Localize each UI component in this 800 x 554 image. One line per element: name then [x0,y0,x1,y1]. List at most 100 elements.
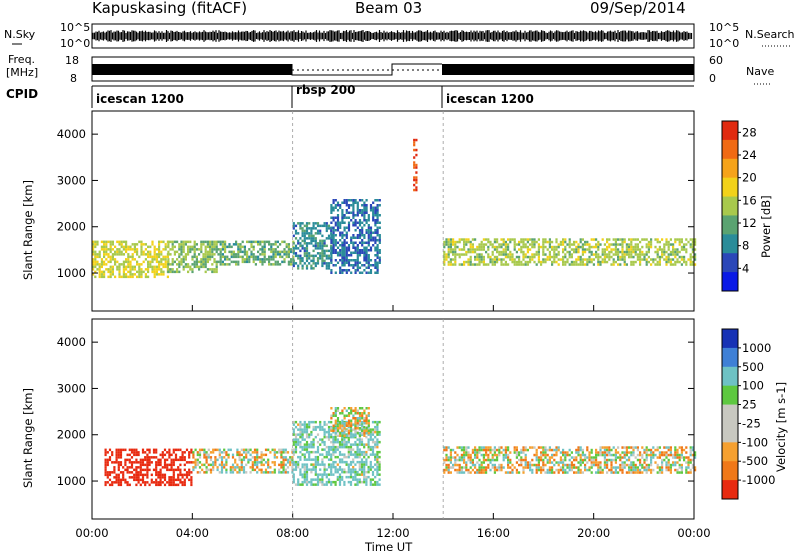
velocity-cell [111,461,114,464]
velocity-cell [535,451,538,454]
velocity-cell [104,468,107,472]
power-cell [248,255,251,259]
velocity-cell [323,448,326,451]
velocity-cell [349,448,353,451]
velocity-cell [630,466,633,469]
power-cell [474,255,477,259]
velocity-cell [557,461,560,464]
power-cell [581,238,584,241]
velocity-cell [352,409,355,412]
power-cell [138,273,141,276]
power-cell [204,260,207,264]
power-cell [553,245,556,249]
power-cell [303,239,306,243]
power-cell [341,244,344,247]
velocity-cell [691,463,694,467]
velocity-cell [314,478,317,481]
velocity-cell [449,461,452,464]
power-cell [374,241,377,244]
power-cell [656,263,659,266]
velocity-cell [181,456,184,459]
power-cell [325,229,328,233]
power-cell [332,226,335,229]
velocity-cell [260,451,263,454]
power-cell [211,240,214,244]
power-cell [687,240,690,244]
velocity-cell [376,455,379,459]
power-cell [162,240,165,244]
power-cell [347,226,351,229]
velocity-cell [321,463,324,466]
velocity-cell [166,463,169,467]
power-cell [142,270,145,274]
velocity-cell [535,453,538,457]
velocity-cell [621,466,624,469]
velocity-cell [533,463,536,467]
power-cell [343,246,346,249]
power-cell [513,238,516,241]
velocity-cell [628,466,631,469]
power-cell [504,263,507,266]
velocity-cell [371,445,375,449]
power-cell [465,253,468,256]
velocity-cell [685,451,688,454]
velocity-cell [358,434,362,437]
velocity-cell [509,451,512,454]
power-cell [531,258,534,261]
power-cell [634,243,637,246]
velocity-cell [190,483,193,487]
power-cell [213,243,216,246]
velocity-cell [126,466,129,469]
power-cell [151,243,154,246]
power-cell [268,255,271,259]
power-cell [515,243,518,246]
velocity-cell [489,451,492,454]
power-cell [116,250,119,254]
power-cell [215,268,218,271]
power-cell [283,250,286,254]
velocity-cell [647,466,650,469]
power-cell [162,255,165,259]
power-cell [96,240,99,244]
velocity-cell [234,461,237,464]
velocity-cell [172,468,175,472]
power-cell [581,258,584,261]
power-cell [301,264,304,268]
power-cell [316,242,320,245]
power-cell [281,260,284,264]
velocity-cell [548,456,551,459]
velocity-cell [196,461,199,464]
power-cell [155,258,158,261]
velocity-cell [330,433,333,436]
power-cell [581,248,584,251]
power-cell [452,243,455,246]
power-cell [290,248,293,251]
power-cell [553,250,556,254]
velocity-cell [323,423,326,426]
velocity-cell [537,466,540,469]
power-cell [509,253,512,256]
velocity-cell [124,468,127,472]
velocity-cell [352,465,355,469]
velocity-cell [526,448,529,452]
velocity-cell [161,456,164,459]
velocity-cell [595,461,598,464]
power-cell [221,255,224,259]
velocity-cell [245,453,248,457]
velocity-cell [378,430,381,434]
power-cell [546,240,549,244]
power-cell [551,255,554,259]
power-cell [299,227,302,230]
velocity-cell [294,420,298,424]
power-cell [310,232,313,235]
power-cell [301,247,304,250]
velocity-cell [179,463,182,467]
power-cell [454,250,457,254]
velocity-cell [496,458,499,462]
velocity-cell [485,453,488,457]
power-cell [184,255,187,259]
power-cell [358,261,362,264]
velocity-cell [130,461,134,464]
power-cell [369,209,373,212]
velocity-cell [559,466,562,469]
